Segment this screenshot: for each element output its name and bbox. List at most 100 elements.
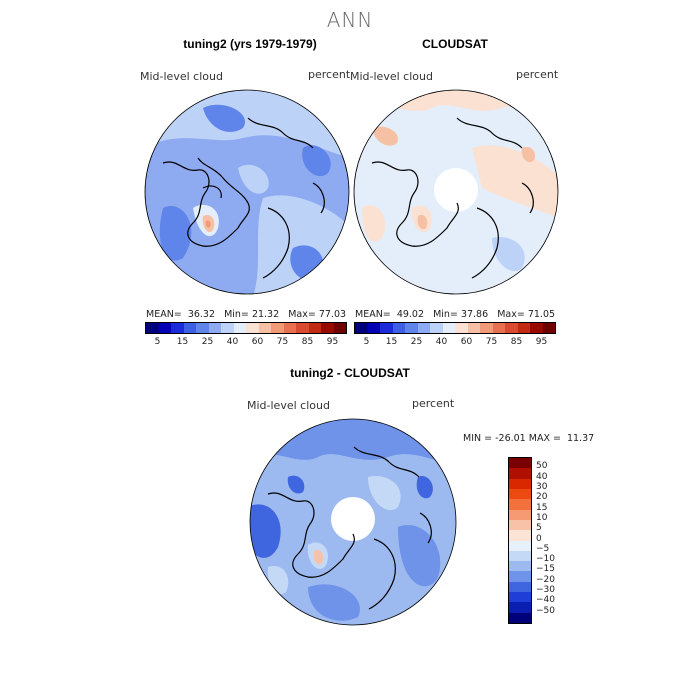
diff-colorbar-swatch	[509, 509, 531, 520]
diff-colorbar-swatch	[509, 478, 531, 489]
panel2-colorbar	[354, 322, 556, 334]
panel1-colorbar-swatch	[308, 323, 321, 333]
panel2-colorbar-swatch	[455, 323, 468, 333]
diff-colorbar-tick: 0	[536, 533, 542, 544]
diff-colorbar-tick: 30	[536, 481, 548, 492]
panel1-colorbar-swatch	[208, 323, 221, 333]
panel1-colorbar-tick: 75	[276, 337, 289, 347]
panel1-mean-value: 36.32	[187, 309, 216, 320]
panel2-units-label: percent	[516, 68, 559, 81]
panel2-colorbar-swatch	[355, 323, 368, 333]
diff-colorbar-tick: 20	[536, 492, 548, 503]
diff-units-label: percent	[412, 397, 455, 410]
panel1-colorbar	[145, 322, 347, 334]
panel2-colorbar-tick: 5	[363, 337, 370, 347]
panel2-colorbar-swatch	[505, 323, 518, 333]
diff-polar-map	[249, 418, 457, 626]
diff-colorbar-tick: −5	[536, 543, 550, 554]
panel2-max-value: 71.05	[527, 309, 556, 320]
diff-colorbar-swatch	[509, 612, 531, 623]
panel1-colorbar-tick: 85	[301, 337, 314, 347]
panel1-colorbar-swatch	[271, 323, 284, 333]
panel1-colorbar-swatch	[333, 323, 346, 333]
panel1-variable-label: Mid-level cloud	[140, 70, 223, 83]
diff-colorbar-swatch	[509, 540, 531, 551]
panel2-stats: MEAN= 49.02 Min= 37.86 Max= 71.05	[355, 309, 555, 320]
panel2-mean-value: 49.02	[396, 309, 425, 320]
diff-colorbar-tick: −40	[536, 595, 555, 606]
panel2-colorbar-swatch	[442, 323, 455, 333]
diff-colorbar-swatch	[509, 602, 531, 613]
panel1-colorbar-swatch	[221, 323, 234, 333]
panel1-stats: MEAN= 36.32 Min= 21.32 Max= 77.03	[146, 309, 346, 320]
diff-colorbar-swatch	[509, 458, 531, 469]
diff-colorbar-swatch	[509, 550, 531, 562]
panel2-polar-map	[353, 89, 559, 295]
diff-colorbar-swatch	[509, 581, 531, 593]
panel1-colorbar-swatch	[246, 323, 259, 333]
panel1-colorbar-swatch	[233, 323, 246, 333]
panel1-colorbar-swatch	[258, 323, 271, 333]
panel2-colorbar-swatch	[542, 323, 555, 333]
panel1-colorbar-swatch	[158, 323, 171, 333]
panel2-colorbar-tick: 15	[385, 337, 398, 347]
panel1-colorbar-ticks: 5 15 25 40 60 75 85 95	[145, 337, 345, 349]
panel2-colorbar-swatch	[367, 323, 380, 333]
panel2-colorbar-swatch	[467, 323, 480, 333]
diff-colorbar-tick: −50	[536, 605, 555, 616]
diff-colorbar-tick: −10	[536, 554, 555, 565]
panel2-colorbar-swatch	[380, 323, 393, 333]
diff-colorbar-swatch	[509, 519, 531, 531]
diff-colorbar-swatch	[509, 571, 531, 582]
panel2-colorbar-swatch	[517, 323, 530, 333]
panel2-colorbar-tick: 25	[410, 337, 423, 347]
diff-colorbar-swatch	[509, 592, 531, 603]
panel1-colorbar-tick: 95	[326, 337, 339, 347]
diff-minmax: MIN = -26.01 MAX = 11.37	[463, 433, 595, 444]
panel2-colorbar-swatch	[492, 323, 505, 333]
panel2-colorbar-swatch	[530, 323, 543, 333]
panel2-title: CLOUDSAT	[422, 37, 488, 51]
diff-colorbar-tick: 10	[536, 512, 548, 523]
diff-colorbar-tick: −30	[536, 585, 555, 596]
diff-colorbar-swatch	[509, 468, 531, 479]
panel2-colorbar-ticks: 5 15 25 40 60 75 85 95	[354, 337, 554, 349]
panel1-polar-map	[144, 89, 350, 295]
panel2-colorbar-tick: 75	[485, 337, 498, 347]
diff-colorbar-tick: −15	[536, 564, 555, 575]
figure-title: ANN	[326, 8, 374, 32]
diff-panel-title: tuning2 - CLOUDSAT	[290, 366, 410, 380]
panel2-colorbar-swatch	[392, 323, 405, 333]
panel2-min-value: 37.86	[460, 309, 489, 320]
panel1-colorbar-swatch	[296, 323, 309, 333]
panel1-colorbar-swatch	[196, 323, 209, 333]
diff-colorbar-tick: 5	[536, 523, 542, 534]
panel1-colorbar-swatch	[183, 323, 196, 333]
diff-colorbar	[508, 457, 532, 624]
diff-colorbar-swatch	[509, 499, 531, 510]
panel1-colorbar-tick: 60	[251, 337, 264, 347]
panel2-variable-label: Mid-level cloud	[350, 70, 433, 83]
panel2-colorbar-swatch	[430, 323, 443, 333]
panel1-min-value: 21.32	[251, 309, 280, 320]
diff-colorbar-tick: −20	[536, 574, 555, 585]
panel1-units-label: percent	[308, 68, 351, 81]
panel1-colorbar-tick: 25	[201, 337, 214, 347]
diff-colorbar-tick: 50	[536, 461, 548, 472]
diff-colorbar-ticks: 50 40 30 20 15 10 5 0 −5 −10 −15 −20 −30 −40 −50	[536, 457, 576, 622]
panel2-colorbar-tick: 40	[435, 337, 448, 347]
panel2-colorbar-tick: 95	[535, 337, 548, 347]
diff-variable-label: Mid-level cloud	[247, 399, 330, 412]
panel1-colorbar-swatch	[283, 323, 296, 333]
panel1-colorbar-tick: 5	[154, 337, 161, 347]
panel2-colorbar-swatch	[405, 323, 418, 333]
diff-colorbar-tick: 40	[536, 471, 548, 482]
panel2-colorbar-swatch	[417, 323, 430, 333]
panel1-colorbar-swatch	[146, 323, 159, 333]
panel2-colorbar-swatch	[480, 323, 493, 333]
panel1-min-label: Min=	[224, 309, 249, 320]
panel1-colorbar-swatch	[321, 323, 334, 333]
panel2-max-label: Max=	[497, 309, 525, 320]
panel2-colorbar-tick: 85	[510, 337, 523, 347]
panel1-mean-label: MEAN=	[146, 309, 182, 320]
